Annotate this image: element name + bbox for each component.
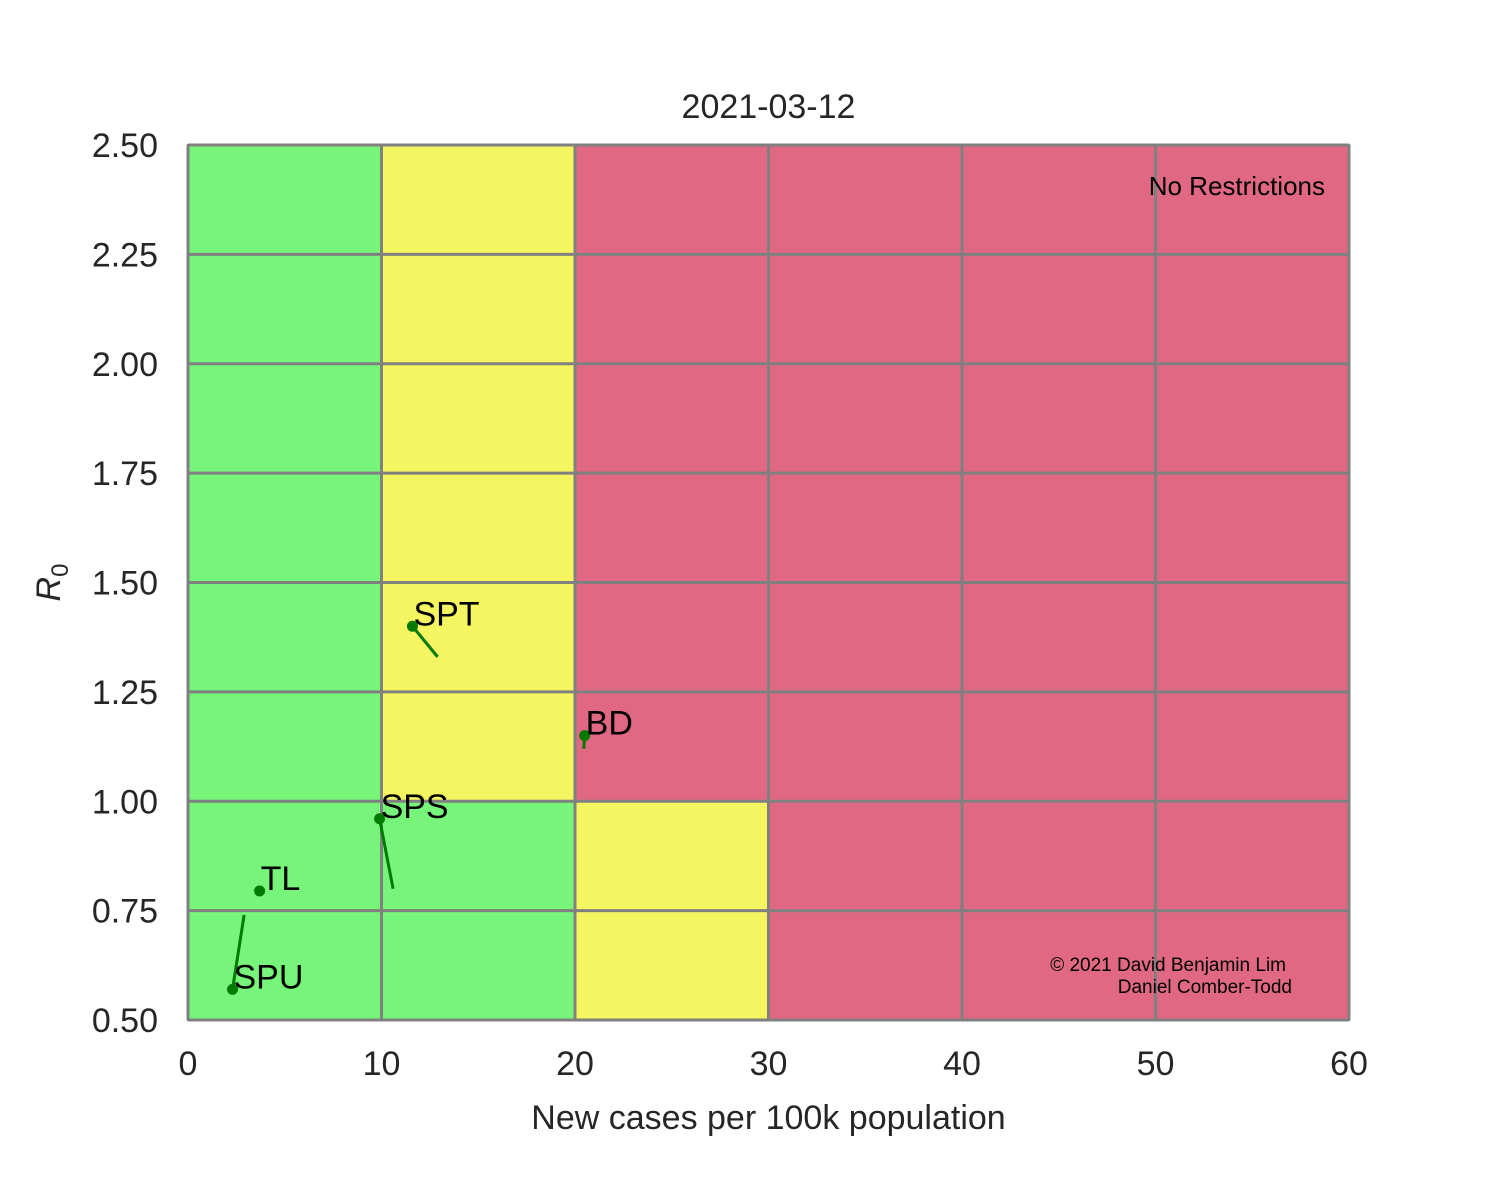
point-label-spt: SPT bbox=[413, 595, 479, 633]
point-label-tl: TL bbox=[261, 860, 301, 898]
y-axis-title: R0 bbox=[30, 564, 74, 602]
zone-annotation: No Restrictions bbox=[1149, 171, 1325, 201]
trail-spt bbox=[411, 625, 439, 658]
x-tick-label: 40 bbox=[943, 1045, 981, 1083]
credit-line-2: Daniel Comber-Todd bbox=[1118, 977, 1292, 998]
x-tick-label: 0 bbox=[179, 1045, 198, 1083]
y-tick-labels: 0.50 0.75 1.00 1.25 1.50 1.75 2.00 2.25 2.50 bbox=[92, 127, 158, 1040]
x-tick-labels: 0 10 20 30 40 50 60 bbox=[179, 1045, 1368, 1083]
trail-sps bbox=[378, 818, 395, 890]
x-tick-label: 30 bbox=[750, 1045, 788, 1083]
y-axis-title-base: R bbox=[30, 577, 68, 602]
point-label-spu: SPU bbox=[234, 958, 304, 996]
y-tick-label: 2.25 bbox=[92, 236, 158, 274]
point-bd bbox=[579, 730, 591, 742]
y-axis-title-subscript: 0 bbox=[47, 564, 74, 577]
y-tick-label: 1.25 bbox=[92, 674, 158, 712]
trail-spu bbox=[231, 914, 246, 990]
y-tick-label: 0.50 bbox=[92, 1002, 158, 1040]
point-tl bbox=[254, 885, 266, 897]
x-axis-title: New cases per 100k population bbox=[531, 1099, 1005, 1137]
point-label-bd: BD bbox=[586, 705, 633, 743]
credit-line-1: © 2021 David Benjamin Lim bbox=[1050, 955, 1286, 976]
point-layer: SPT BD SPS TL SPU bbox=[227, 595, 633, 996]
plot-frame bbox=[187, 144, 1350, 1021]
point-label-sps: SPS bbox=[381, 788, 449, 826]
point-spt bbox=[406, 620, 418, 632]
y-tick-label: 1.50 bbox=[92, 565, 158, 603]
point-spu bbox=[227, 983, 239, 995]
y-tick-label: 1.75 bbox=[92, 455, 158, 493]
y-tick-label: 2.50 bbox=[92, 127, 158, 165]
y-tick-label: 0.75 bbox=[92, 893, 158, 931]
x-tick-label: 60 bbox=[1330, 1045, 1368, 1083]
y-tick-label: 2.00 bbox=[92, 346, 158, 384]
y-tick-label: 1.00 bbox=[92, 783, 158, 821]
x-tick-label: 20 bbox=[556, 1045, 594, 1083]
point-sps bbox=[374, 813, 386, 825]
chart-title: 2021-03-12 bbox=[682, 88, 856, 126]
x-tick-label: 10 bbox=[363, 1045, 401, 1083]
x-tick-label: 50 bbox=[1137, 1045, 1175, 1083]
